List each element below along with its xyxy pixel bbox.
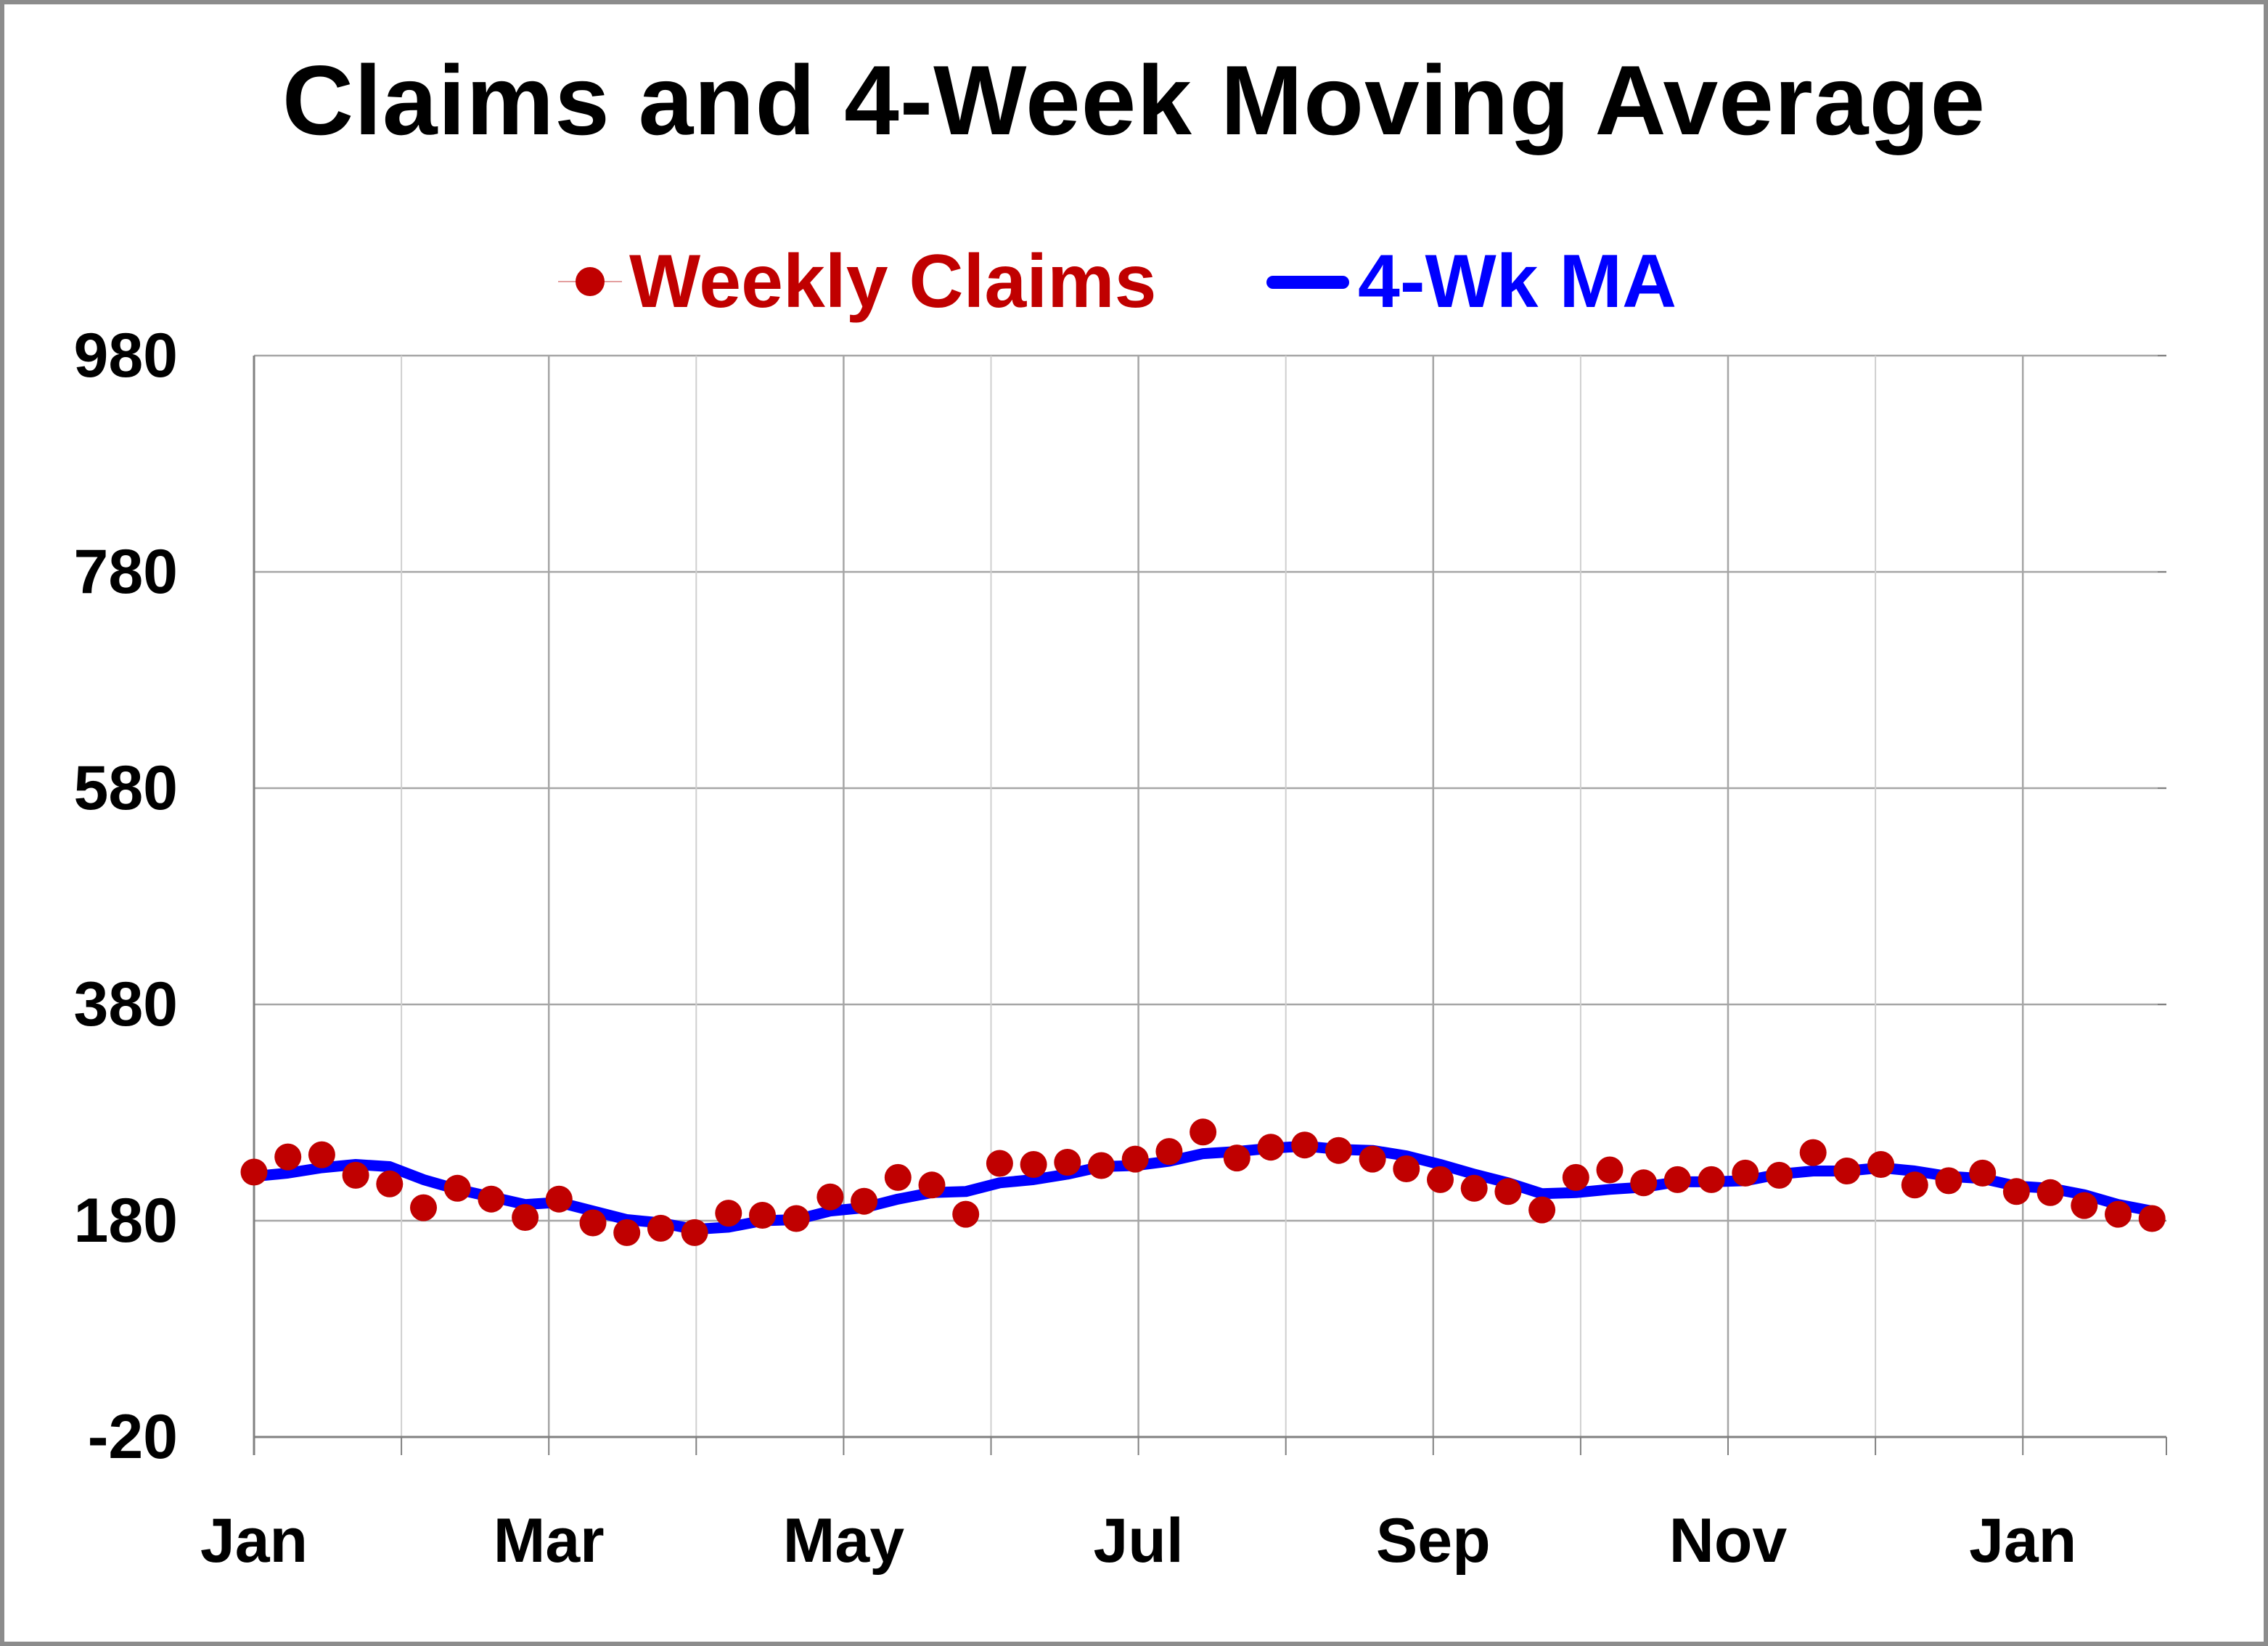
x-tick-label: Jan [1969,1506,2076,1576]
weekly-claims-point [1054,1149,1081,1176]
moving-average-series [248,1140,2158,1235]
weekly-claims-point [2138,1205,2166,1232]
y-tick-label: -20 [88,1402,178,1472]
x-tick-label: Jan [200,1506,308,1576]
weekly-claims-series [240,1118,2166,1246]
gridlines [254,354,2166,1437]
weekly-claims-point [681,1219,708,1246]
axes [253,355,2167,1455]
legend-marker-line-icon [1266,231,1354,332]
x-axis-tick-labels: Jan Mar May Jul Sep Nov Jan [200,1506,2076,1576]
weekly-claims-point [2036,1179,2064,1206]
x-tick-label: Nov [1669,1506,1788,1576]
weekly-claims-point [240,1158,268,1186]
x-tick-label: Sep [1376,1506,1491,1576]
weekly-claims-point [1732,1159,1759,1187]
y-tick-label: 980 [74,321,179,390]
weekly-claims-point [512,1204,539,1231]
weekly-claims-point [1867,1151,1895,1178]
weekly-claims-point [1460,1174,1488,1202]
legend-label-weekly-claims: Weekly Claims [629,239,1157,324]
x-tick-label: May [783,1506,904,1576]
weekly-claims-point [1291,1131,1319,1159]
weekly-claims-point [1020,1151,1047,1178]
chart-title: Claims and 4-Week Moving Average [282,45,1986,155]
weekly-claims-point [782,1205,810,1232]
weekly-claims-point [2105,1200,2132,1228]
weekly-claims-point [1257,1134,1285,1161]
y-tick-label: 780 [74,537,179,607]
weekly-claims-point [613,1219,641,1246]
legend-item-weekly-claims: Weekly Claims [555,231,1156,332]
weekly-claims-point [1427,1166,1454,1193]
weekly-claims-point [715,1200,742,1227]
weekly-claims-point [1630,1169,1658,1197]
weekly-claims-point [1663,1166,1691,1193]
x-tick-label: Jul [1093,1506,1183,1576]
weekly-claims-point [274,1143,302,1171]
weekly-claims-point [376,1170,404,1197]
weekly-claims-point [986,1150,1013,1177]
weekly-claims-point [1596,1156,1624,1184]
weekly-claims-point [1155,1138,1183,1166]
legend-label-moving-average: 4-Wk MA [1358,239,1677,324]
weekly-claims-point [1698,1166,1725,1193]
x-tick-label: Mar [494,1506,605,1576]
weekly-claims-point [1393,1155,1420,1182]
weekly-claims-point [1359,1145,1386,1173]
legend-marker-dot-icon [555,231,625,332]
weekly-claims-point [884,1163,912,1191]
weekly-claims-point [1088,1152,1115,1179]
legend-item-moving-average: 4-Wk MA [1266,231,1677,332]
weekly-claims-point [1766,1161,1793,1189]
weekly-claims-point [1901,1171,1928,1199]
weekly-claims-point [952,1200,980,1228]
y-tick-label: 580 [74,753,179,823]
weekly-claims-point [1494,1178,1522,1205]
chart-legend: Weekly Claims 4-Wk MA [0,231,2268,332]
weekly-claims-point [1325,1137,1352,1164]
weekly-claims-point [1935,1167,1962,1195]
y-axis-tick-labels: 980 780 580 380 180 -20 [74,321,179,1472]
weekly-claims-point [1190,1118,1217,1146]
weekly-claims-point [1969,1159,1997,1187]
weekly-claims-point [1833,1158,1861,1184]
weekly-claims-point [308,1141,335,1168]
moving-average-line [248,1140,2158,1235]
weekly-claims-point [2071,1192,2098,1219]
weekly-claims-point [647,1214,674,1242]
weekly-claims-point [749,1202,776,1229]
weekly-claims-point [1562,1163,1589,1191]
weekly-claims-point [443,1174,471,1202]
weekly-claims-point [851,1187,878,1215]
weekly-claims-point [579,1209,607,1237]
weekly-claims-point [1121,1145,1149,1173]
weekly-claims-point [918,1171,946,1199]
weekly-claims-point [478,1185,505,1213]
weekly-claims-point [410,1194,437,1221]
weekly-claims-point [1528,1196,1556,1224]
weekly-claims-point [816,1183,844,1211]
weekly-claims-point [1223,1145,1250,1172]
weekly-claims-point [1799,1139,1827,1166]
weekly-claims-point [342,1161,369,1189]
y-tick-label: 180 [74,1186,179,1256]
weekly-claims-point [2002,1178,2030,1205]
y-tick-label: 380 [74,970,179,1039]
weekly-claims-point [545,1185,573,1213]
